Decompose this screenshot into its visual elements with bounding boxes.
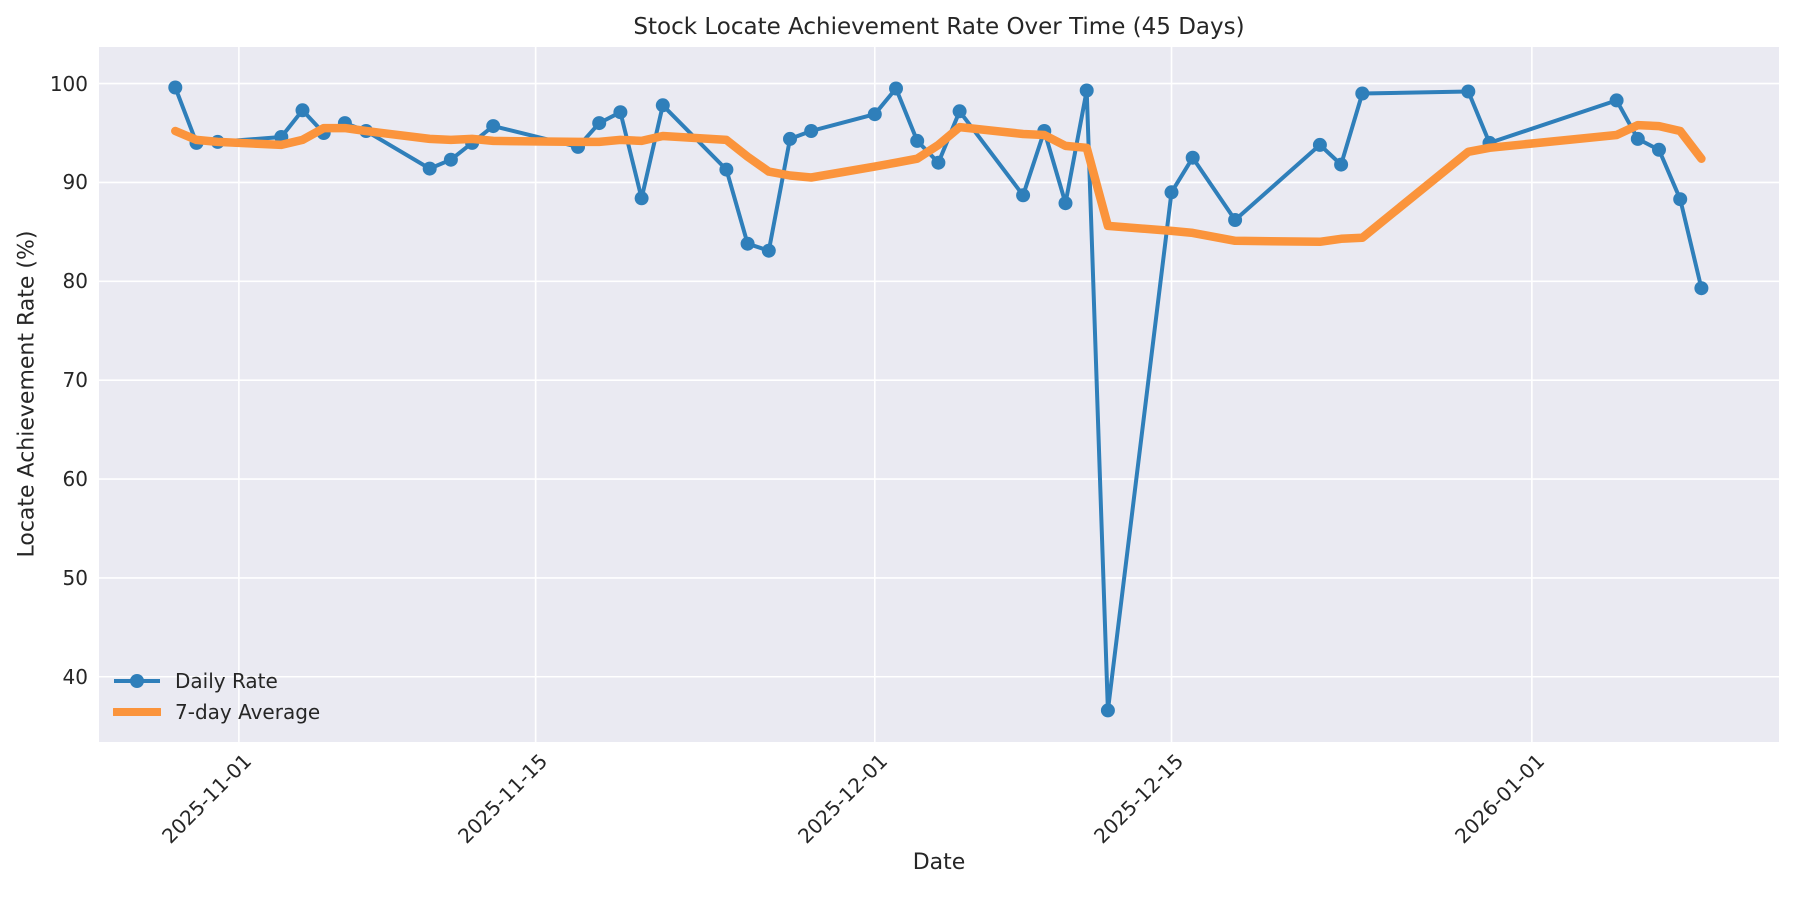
daily-rate-marker xyxy=(613,105,628,120)
seven-day-average-line xyxy=(171,120,1706,247)
legend: Daily Rate 7-day Average xyxy=(113,665,320,727)
daily-rate-marker xyxy=(634,191,649,206)
daily-rate-marker xyxy=(804,124,819,138)
y-tick-label: 80 xyxy=(62,269,88,294)
daily-rate-marker xyxy=(1058,196,1073,211)
legend-item-7day-average: 7-day Average xyxy=(113,696,320,727)
daily-rate-marker xyxy=(592,116,607,131)
daily-rate-marker xyxy=(295,103,310,118)
daily-rate-marker xyxy=(486,119,501,134)
daily-rate-marker xyxy=(740,236,755,251)
plot-area xyxy=(99,47,1779,742)
daily-rate-marker xyxy=(1164,185,1179,200)
daily-rate-marker xyxy=(1609,93,1624,108)
daily-rate-marker xyxy=(1652,142,1666,157)
legend-swatch-7day-average-icon xyxy=(113,707,161,716)
daily-rate-marker xyxy=(889,81,903,96)
daily-rate-marker xyxy=(931,155,946,170)
daily-rate-marker xyxy=(1334,157,1349,172)
legend-label-7day-average: 7-day Average xyxy=(175,699,321,724)
x-axis-label: Date xyxy=(912,850,966,875)
chart-title: Stock Locate Achievement Rate Over Time … xyxy=(633,14,1245,40)
legend-label-daily-rate: Daily Rate xyxy=(175,668,278,693)
daily-rate-marker xyxy=(168,80,183,95)
y-tick-label: 100 xyxy=(49,71,88,96)
daily-rate-marker xyxy=(1016,188,1031,203)
daily-rate-marker xyxy=(1673,192,1688,207)
daily-rate-marker xyxy=(1228,213,1243,227)
daily-rate-marker xyxy=(867,107,882,122)
daily-rate-marker xyxy=(1461,84,1476,99)
daily-rate-marker xyxy=(1100,703,1115,718)
y-tick-label: 70 xyxy=(62,368,88,393)
daily-rate-marker xyxy=(952,104,967,119)
daily-rate-marker xyxy=(1185,150,1200,165)
daily-rate-marker xyxy=(1694,281,1709,296)
daily-rate-marker xyxy=(910,133,925,148)
y-tick-label: 60 xyxy=(62,467,88,492)
daily-rate-marker xyxy=(1079,83,1094,98)
y-tick-label: 90 xyxy=(62,170,88,195)
daily-rate-marker xyxy=(655,98,670,113)
legend-item-daily-rate: Daily Rate xyxy=(113,665,320,696)
daily-rate-marker xyxy=(1630,131,1645,146)
daily-rate-marker xyxy=(443,152,458,167)
daily-rate-marker xyxy=(1312,137,1327,152)
daily-rate-marker xyxy=(719,162,734,177)
daily-rate-marker xyxy=(422,161,437,176)
legend-swatch-daily-rate-icon xyxy=(114,673,160,688)
y-tick-label: 50 xyxy=(62,565,88,590)
y-tick-label: 40 xyxy=(62,664,88,689)
daily-rate-marker xyxy=(761,243,776,258)
daily-rate-marker xyxy=(783,131,797,146)
daily-rate-marker xyxy=(1355,86,1370,101)
